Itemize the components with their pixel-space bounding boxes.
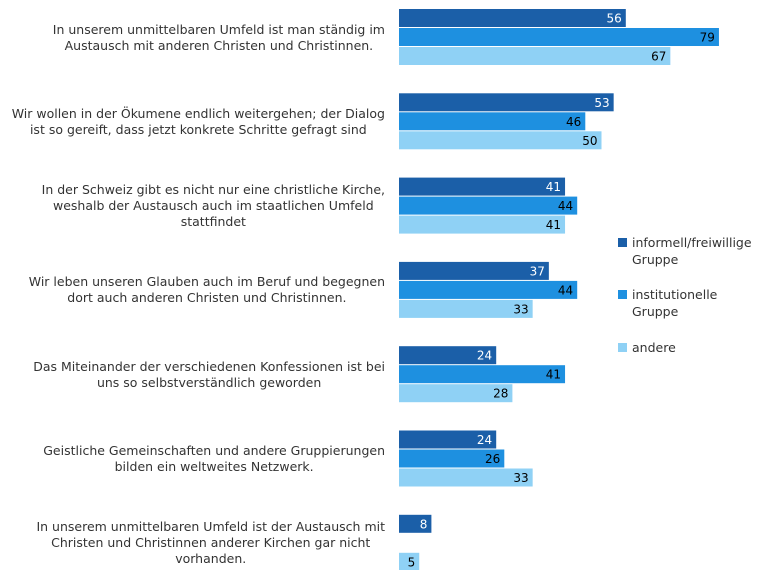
value-label: 24 bbox=[477, 433, 492, 447]
category-label: Wir leben unseren Glauben auch im Beruf … bbox=[29, 274, 385, 306]
legend-label: informell/freiwillige Gruppe bbox=[632, 235, 752, 267]
value-label: 28 bbox=[493, 387, 508, 401]
category-label: Geistliche Gemeinschaften und andere Gru… bbox=[43, 443, 385, 475]
bar bbox=[399, 384, 513, 403]
bar bbox=[399, 93, 614, 112]
value-label: 46 bbox=[566, 115, 581, 129]
value-label: 50 bbox=[582, 134, 597, 148]
value-label: 24 bbox=[477, 349, 492, 363]
category-label-line: In unserem unmittelbaren Umfeld ist man … bbox=[52, 21, 385, 37]
bar bbox=[399, 131, 602, 150]
bar bbox=[399, 47, 671, 65]
category-label-line: dort auch anderen Christen und Christinn… bbox=[67, 290, 347, 306]
value-label: 56 bbox=[607, 12, 622, 26]
value-label: 8 bbox=[420, 517, 428, 531]
bar bbox=[399, 9, 626, 27]
category-label-line: Das Miteinander der verschiedenen Konfes… bbox=[33, 358, 385, 374]
bar bbox=[399, 430, 497, 449]
legend-swatch bbox=[618, 238, 627, 247]
value-label: 41 bbox=[546, 368, 561, 382]
legend-item: informell/freiwillige Gruppe bbox=[618, 234, 758, 268]
category-label-line: uns so selbstverständlich geworden bbox=[96, 374, 322, 390]
value-label: 67 bbox=[651, 50, 666, 64]
category-label-line: In der Schweiz gibt es nicht nur eine ch… bbox=[41, 182, 385, 198]
category-label-line: In unserem unmittelbaren Umfeld ist der … bbox=[36, 519, 385, 535]
legend-label: andere bbox=[632, 340, 676, 355]
value-label: 26 bbox=[485, 452, 500, 466]
value-label: 37 bbox=[530, 264, 545, 278]
legend-swatch bbox=[618, 343, 627, 352]
value-label: 44 bbox=[558, 283, 573, 297]
category-label-line: Wir leben unseren Glauben auch im Beruf … bbox=[28, 274, 385, 290]
legend-swatch bbox=[618, 290, 627, 299]
value-label: 44 bbox=[558, 199, 573, 213]
category-label: In der Schweiz gibt es nicht nur eine ch… bbox=[42, 182, 385, 230]
value-label: 33 bbox=[513, 302, 528, 316]
value-label: 33 bbox=[513, 471, 528, 485]
category-label-line: Wir wollen in der Ökumene endlich weiter… bbox=[11, 105, 385, 121]
bar bbox=[399, 299, 533, 318]
category-label: Wir wollen in der Ökumene endlich weiter… bbox=[12, 106, 385, 138]
bar bbox=[399, 215, 566, 234]
bar bbox=[399, 552, 420, 570]
bar bbox=[399, 112, 586, 131]
category-label-line: Christen und Christinnen anderer Kirchen… bbox=[51, 535, 371, 551]
bar bbox=[399, 261, 549, 280]
category-label-line: bilden ein weltweites Netzwerk. bbox=[114, 459, 314, 474]
bar bbox=[399, 280, 578, 299]
bar bbox=[399, 346, 497, 365]
bar bbox=[399, 365, 566, 384]
value-label: 41 bbox=[546, 218, 561, 232]
category-label-line: ist so gereift, dass jetzt konkrete Schr… bbox=[29, 121, 367, 137]
value-label: 5 bbox=[408, 555, 416, 569]
value-label: 41 bbox=[546, 180, 561, 194]
category-label-line: Geistliche Gemeinschaften und andere Gru… bbox=[43, 443, 385, 458]
legend-item: institutionelle Gruppe bbox=[618, 286, 758, 320]
bar bbox=[399, 514, 432, 533]
category-label-line: Austausch mit anderen Christen und Chris… bbox=[64, 37, 374, 53]
legend-label: institutionelle Gruppe bbox=[632, 287, 718, 319]
value-label: 53 bbox=[594, 96, 609, 110]
bar bbox=[399, 177, 566, 196]
bar bbox=[399, 449, 505, 468]
category-label-line: vorhanden. bbox=[175, 551, 247, 567]
category-label-line: weshalb der Austausch auch im staatliche… bbox=[53, 198, 374, 214]
bar bbox=[399, 28, 719, 46]
bar bbox=[399, 196, 578, 215]
category-label: In unserem unmittelbaren Umfeld ist man … bbox=[53, 22, 385, 54]
legend-item: andere bbox=[618, 339, 758, 356]
value-label: 79 bbox=[700, 31, 715, 45]
category-label: In unserem unmittelbaren Umfeld ist der … bbox=[36, 519, 385, 567]
bar bbox=[399, 468, 533, 487]
category-label: Das Miteinander der verschiedenen Konfes… bbox=[33, 359, 385, 391]
category-label-line: stattfindet bbox=[180, 214, 246, 230]
